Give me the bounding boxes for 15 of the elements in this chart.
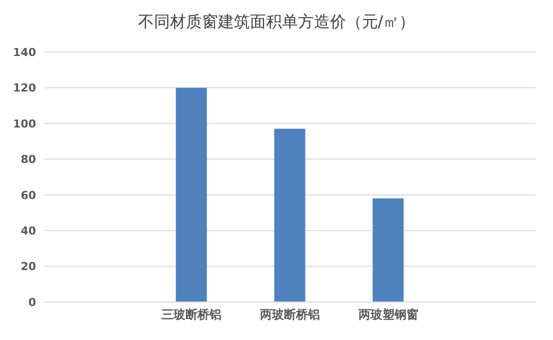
y-tick-label: 140 bbox=[13, 46, 36, 59]
x-tick-label: 两玻断桥铝 bbox=[259, 308, 320, 322]
y-tick-label: 100 bbox=[13, 117, 36, 130]
x-tick-label: 两玻塑钢窗 bbox=[357, 308, 418, 322]
y-tick-label: 80 bbox=[20, 153, 36, 166]
y-tick-label: 40 bbox=[20, 224, 36, 238]
x-tick-label: 三玻断桥铝 bbox=[162, 308, 222, 322]
chart-title: 不同材质窗建筑面积单方造价（元/㎡） bbox=[136, 12, 416, 33]
y-tick-label: 0 bbox=[28, 296, 36, 309]
y-tick-label: 60 bbox=[20, 188, 36, 202]
bar bbox=[274, 128, 306, 302]
bar bbox=[372, 198, 404, 302]
bar bbox=[176, 88, 207, 302]
y-tick-label: 120 bbox=[13, 82, 36, 95]
y-tick-label: 20 bbox=[20, 260, 36, 274]
